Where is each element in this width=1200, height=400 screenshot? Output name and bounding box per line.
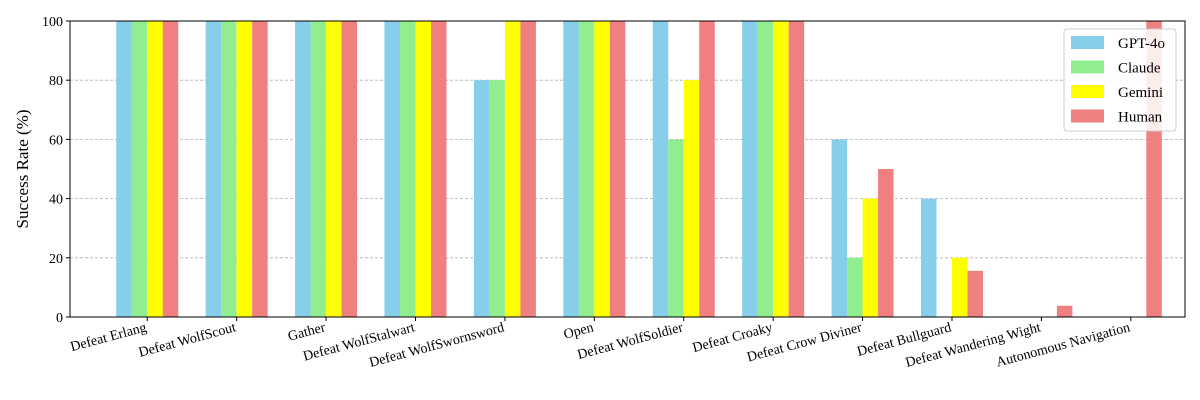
legend-swatch xyxy=(1071,60,1104,74)
bar xyxy=(399,21,416,317)
bar xyxy=(951,257,968,317)
bar xyxy=(504,21,521,317)
bar xyxy=(594,21,610,317)
bar xyxy=(757,21,774,317)
bar xyxy=(341,21,358,317)
bar xyxy=(1056,305,1073,317)
legend-swatch xyxy=(1071,36,1104,49)
bar xyxy=(788,21,805,317)
legend-label: GPT-4o xyxy=(1118,36,1165,52)
bar xyxy=(668,139,684,317)
bar xyxy=(652,21,669,317)
bar xyxy=(131,21,148,317)
bar xyxy=(489,80,505,317)
legend-label: Claude xyxy=(1118,61,1161,77)
legend-swatch xyxy=(1071,85,1104,98)
y-tick-label: 60 xyxy=(49,133,63,148)
bar xyxy=(205,21,222,317)
x-tick-label: Defeat Erlang xyxy=(69,320,148,355)
bar xyxy=(221,21,237,317)
x-tick-label: Gather xyxy=(286,320,327,344)
bar xyxy=(578,21,595,317)
bar xyxy=(415,21,431,317)
bar xyxy=(310,21,327,317)
y-tick-label: 20 xyxy=(49,252,63,267)
legend-label: Gemini xyxy=(1118,85,1163,101)
y-tick-label: 0 xyxy=(56,311,63,326)
bar xyxy=(147,21,163,317)
bar xyxy=(520,21,536,317)
legend-label: Human xyxy=(1118,110,1163,126)
y-tick-label: 80 xyxy=(49,74,63,89)
bar xyxy=(742,21,758,317)
plot-frame xyxy=(69,20,1186,318)
bar xyxy=(609,21,626,317)
y-tick-label: 40 xyxy=(49,193,63,208)
bar xyxy=(920,198,937,317)
bar xyxy=(967,270,983,317)
bar xyxy=(295,21,311,317)
bar xyxy=(699,21,715,317)
bar xyxy=(683,80,700,317)
legend-swatch xyxy=(1071,109,1104,123)
bar xyxy=(162,21,179,317)
bar xyxy=(473,80,490,317)
x-tick-label: Open xyxy=(562,320,595,342)
legend-frame xyxy=(1063,28,1177,132)
bar xyxy=(878,169,894,317)
bar xyxy=(773,21,789,317)
bar xyxy=(384,21,400,317)
bar xyxy=(236,21,253,317)
legend: GPT-4o Claude Gemini Human xyxy=(1063,28,1177,132)
bar xyxy=(563,21,579,317)
bar xyxy=(326,21,342,317)
y-axis-label: Success Rate (%) xyxy=(13,110,32,229)
x-tick-label: Defeat WolfScout xyxy=(137,320,238,360)
bar xyxy=(252,21,268,317)
bar xyxy=(116,21,132,317)
bar xyxy=(847,257,863,317)
bars-layer xyxy=(116,21,1162,317)
y-axis: 0 20 40 60 80 100 xyxy=(42,15,70,326)
bar xyxy=(862,198,879,317)
y-tick-label: 100 xyxy=(42,15,63,30)
bar xyxy=(831,139,848,317)
bar xyxy=(430,21,447,317)
